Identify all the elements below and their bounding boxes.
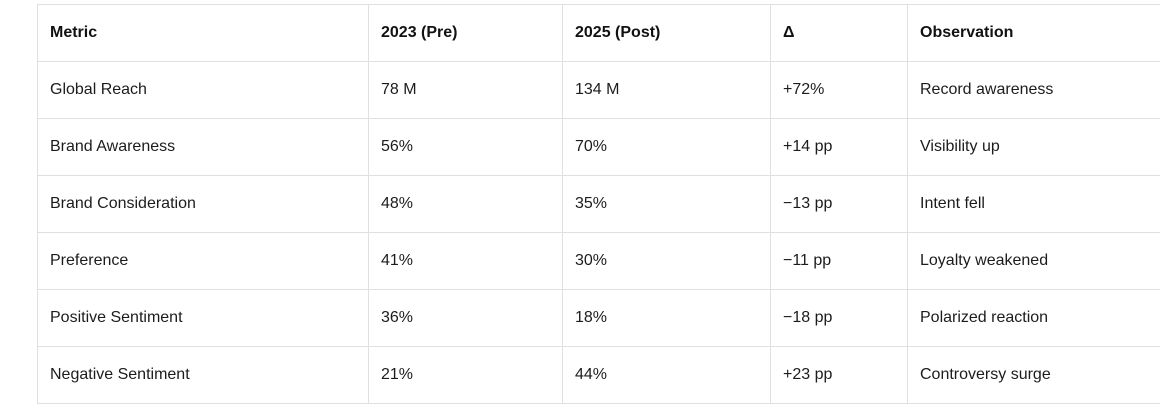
table-row: Brand Awareness 56% 70% +14 pp Visibilit…: [37, 118, 1160, 176]
delta-cell: −13 pp: [770, 175, 908, 233]
column-header-2025-post: 2025 (Post): [562, 4, 771, 62]
post-value-cell: 30%: [562, 232, 771, 290]
table-row: Positive Sentiment 36% 18% −18 pp Polari…: [37, 289, 1160, 347]
observation-cell: Record awareness: [907, 61, 1160, 119]
delta-cell: −11 pp: [770, 232, 908, 290]
observation-cell: Intent fell: [907, 175, 1160, 233]
metric-cell: Positive Sentiment: [37, 289, 369, 347]
pre-value-cell: 41%: [368, 232, 563, 290]
column-header-observation: Observation: [907, 4, 1160, 62]
table-header-row: Metric 2023 (Pre) 2025 (Post) Δ Observat…: [37, 4, 1160, 62]
delta-cell: −18 pp: [770, 289, 908, 347]
pre-value-cell: 21%: [368, 346, 563, 404]
pre-value-cell: 56%: [368, 118, 563, 176]
delta-cell: +23 pp: [770, 346, 908, 404]
pre-value-cell: 78 M: [368, 61, 563, 119]
metric-cell: Brand Awareness: [37, 118, 369, 176]
observation-cell: Loyalty weakened: [907, 232, 1160, 290]
delta-cell: +72%: [770, 61, 908, 119]
observation-cell: Visibility up: [907, 118, 1160, 176]
table-row: Global Reach 78 M 134 M +72% Record awar…: [37, 61, 1160, 119]
brand-metrics-comparison-table: Metric 2023 (Pre) 2025 (Post) Δ Observat…: [37, 4, 1160, 404]
column-header-2023-pre: 2023 (Pre): [368, 4, 563, 62]
pre-value-cell: 36%: [368, 289, 563, 347]
column-header-metric: Metric: [37, 4, 369, 62]
table-row: Brand Consideration 48% 35% −13 pp Inten…: [37, 175, 1160, 233]
metric-cell: Negative Sentiment: [37, 346, 369, 404]
delta-cell: +14 pp: [770, 118, 908, 176]
post-value-cell: 70%: [562, 118, 771, 176]
post-value-cell: 18%: [562, 289, 771, 347]
post-value-cell: 35%: [562, 175, 771, 233]
metric-cell: Brand Consideration: [37, 175, 369, 233]
metric-cell: Global Reach: [37, 61, 369, 119]
observation-cell: Polarized reaction: [907, 289, 1160, 347]
table-row: Negative Sentiment 21% 44% +23 pp Contro…: [37, 346, 1160, 404]
post-value-cell: 44%: [562, 346, 771, 404]
column-header-delta: Δ: [770, 4, 908, 62]
observation-cell: Controversy surge: [907, 346, 1160, 404]
post-value-cell: 134 M: [562, 61, 771, 119]
metric-cell: Preference: [37, 232, 369, 290]
table-row: Preference 41% 30% −11 pp Loyalty weaken…: [37, 232, 1160, 290]
pre-value-cell: 48%: [368, 175, 563, 233]
